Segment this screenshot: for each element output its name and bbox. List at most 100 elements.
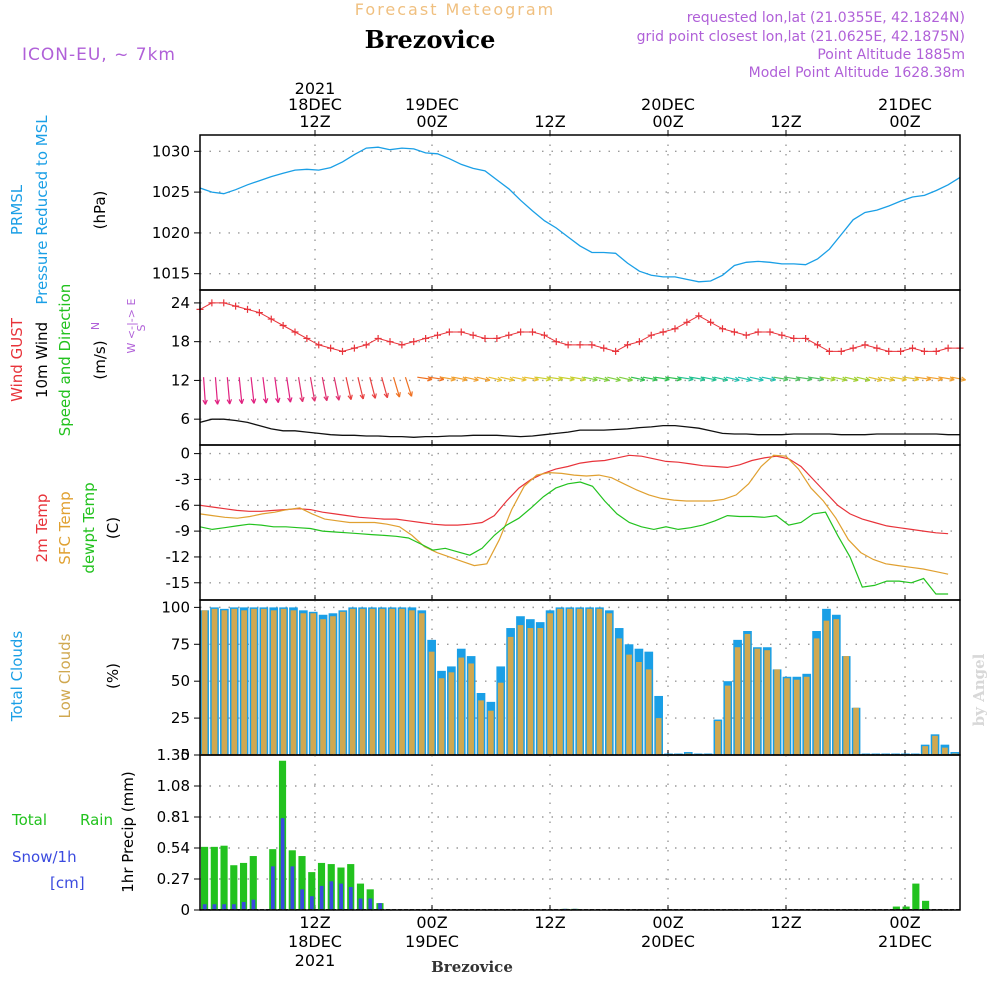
wind-arrow <box>856 376 871 381</box>
low-cloud-bar <box>448 672 455 755</box>
gust-point <box>220 299 228 307</box>
wind-arrow <box>535 376 551 381</box>
wind-arrow <box>286 377 292 403</box>
gust-point <box>683 318 691 326</box>
bottom-day-0: 18DEC <box>288 932 342 951</box>
low-cloud-bar <box>280 608 287 755</box>
low-cloud-bar <box>231 608 238 755</box>
wind-arrowhead <box>711 376 717 382</box>
wind-arrowhead <box>250 398 257 404</box>
wind-arrowhead <box>262 398 269 404</box>
low-cloud-bar <box>339 611 346 755</box>
ytick-label-0-3: 1030 <box>152 142 190 160</box>
wind-arrowhead <box>722 376 729 382</box>
low-cloud-bar <box>784 678 790 755</box>
rain-bar <box>298 856 306 910</box>
low-cloud-bar <box>932 735 938 755</box>
ytick-label-0-2: 1025 <box>152 183 190 201</box>
bottom-hour-4: 12Z <box>770 913 801 932</box>
wind-arrow <box>571 376 587 381</box>
wind-arrowhead <box>521 376 527 382</box>
gust-point <box>327 344 335 352</box>
bottom-day-3: 20DEC <box>641 932 695 951</box>
compass-legend: N W <-|-> E S <box>89 299 148 354</box>
wind-arrow <box>250 377 255 404</box>
low-cloud-bar <box>488 710 494 755</box>
gust-point <box>754 328 762 336</box>
gust-point <box>493 334 501 342</box>
gust-point <box>529 328 536 336</box>
gust-point <box>410 338 418 346</box>
top-day-5: 21DEC <box>878 95 932 114</box>
wind-arrowhead <box>783 376 789 382</box>
rain-label: Rain <box>80 811 113 829</box>
low-cloud-bar <box>438 678 445 755</box>
wind-arrowhead <box>323 395 329 402</box>
ytick-label-0-1: 1020 <box>152 224 190 242</box>
wind-arrow <box>797 376 813 380</box>
rain-bar <box>356 883 365 910</box>
wind-arrowhead <box>841 376 848 382</box>
low-cloud-bar <box>261 608 267 755</box>
top-hour-2: 12Z <box>534 112 565 131</box>
wind-arrow <box>309 377 316 402</box>
snow-bar <box>290 866 295 910</box>
hpa-label: (hPa) <box>91 191 109 230</box>
low-cloud-bar <box>389 608 396 755</box>
low-cloud-bar <box>596 608 603 755</box>
wind-arrowhead <box>913 376 920 382</box>
gust-point <box>612 347 620 355</box>
top-year: 2021 <box>295 79 336 98</box>
wind-arrowhead <box>450 376 456 382</box>
low-cloud-bar <box>330 616 336 755</box>
ytick-label-3-3: 75 <box>171 635 190 653</box>
gust-point <box>707 318 715 326</box>
top-hour-4: 12Z <box>770 112 801 131</box>
wind-arrowhead <box>287 397 293 403</box>
wind-arrow <box>417 376 433 380</box>
gust-point <box>909 344 916 352</box>
wind-labels: Wind GUST 10m Wind Speed and Direction (… <box>8 284 148 437</box>
gust-point <box>849 344 857 352</box>
low-cloud-bar <box>547 613 553 755</box>
wind-arrowhead <box>395 392 401 398</box>
wind-arrowhead <box>226 399 233 405</box>
wind-arrowhead <box>238 398 245 405</box>
top-day-0: 18DEC <box>288 95 342 114</box>
ytick-label-1-0: 6 <box>180 410 190 428</box>
wind-arrowhead <box>889 376 895 382</box>
panel-frame-0 <box>199 134 961 291</box>
wind-arrow <box>345 377 352 400</box>
wind-arrow <box>559 376 575 381</box>
wind-arrowhead <box>592 376 598 382</box>
ytick-label-1-1: 12 <box>171 371 190 389</box>
ytick-label-3-1: 25 <box>171 709 190 727</box>
low-cloud-bar <box>843 656 850 755</box>
bottom-hour-1: 00Z <box>416 913 447 932</box>
wind-arrow <box>642 376 658 381</box>
rain-bar <box>892 906 900 910</box>
low-cloud-bar <box>823 620 830 755</box>
wind-arrowhead <box>533 376 539 382</box>
temp2m-label: 2m Temp <box>33 494 51 563</box>
low-cloud-bar <box>566 608 573 755</box>
gust-point <box>350 344 358 352</box>
low-cloud-bar <box>359 608 366 755</box>
low-cloud-bar <box>853 707 859 755</box>
wind-arrow <box>429 376 444 381</box>
rain-bar <box>922 900 930 910</box>
wind-arrowhead <box>569 376 575 382</box>
wind-arrowhead <box>335 395 341 401</box>
cloud-labels: Total Clouds Low Clouds (%) <box>8 631 122 723</box>
gust-point <box>671 325 679 333</box>
gust-point <box>802 334 810 342</box>
rain-bar <box>210 846 218 910</box>
wind-arrow <box>547 376 563 380</box>
wind-arrow <box>274 377 279 403</box>
wind-arrowhead <box>746 376 752 382</box>
snow-bar <box>319 885 324 910</box>
model-altitude: Model Point Altitude 1628.38m <box>749 65 965 81</box>
low-cloud-bar <box>379 608 386 755</box>
compass-we: W <-|-> E <box>125 299 138 354</box>
low-cloud-bar <box>418 613 425 755</box>
